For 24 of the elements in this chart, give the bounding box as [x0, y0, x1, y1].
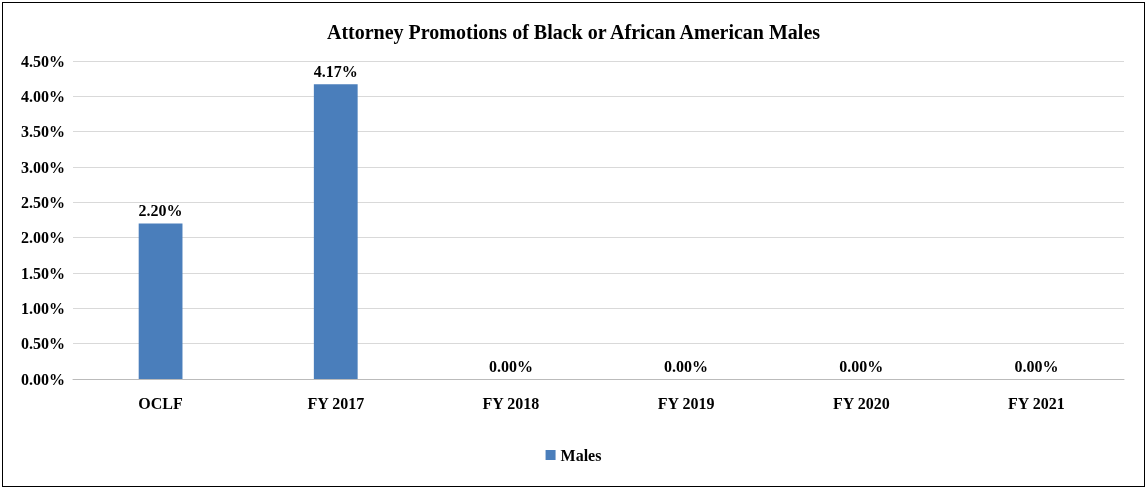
y-tick-label: 3.50%: [21, 123, 65, 141]
data-label: 0.00%: [839, 357, 884, 375]
data-label: 2.20%: [138, 202, 183, 220]
chart-title: Attorney Promotions of Black or African American Males: [326, 21, 821, 44]
data-label: 0.00%: [488, 357, 533, 375]
data-label: 4.17%: [313, 62, 358, 80]
legend-label: Males: [560, 446, 602, 464]
y-tick-label: 4.50%: [21, 52, 65, 70]
y-tick-label: 0.00%: [21, 370, 65, 388]
x-tick-label: FY 2017: [307, 394, 365, 412]
y-tick-label: 3.00%: [21, 158, 65, 176]
y-tick-label: 1.50%: [21, 264, 65, 282]
y-tick-label: 2.00%: [21, 229, 65, 247]
x-tick-label: FY 2021: [1008, 394, 1065, 412]
y-tick-label: 2.50%: [21, 193, 65, 211]
x-tick-label: FY 2019: [657, 394, 715, 412]
x-tick-label: OCLF: [138, 394, 184, 412]
y-tick-label: 0.50%: [21, 335, 65, 353]
x-tick-label: FY 2020: [832, 394, 890, 412]
x-tick-label: FY 2018: [482, 394, 540, 412]
data-label: 0.00%: [664, 357, 709, 375]
y-tick-label: 1.00%: [21, 299, 65, 317]
data-label: 0.00%: [1014, 357, 1059, 375]
y-tick-label: 4.00%: [21, 87, 65, 105]
